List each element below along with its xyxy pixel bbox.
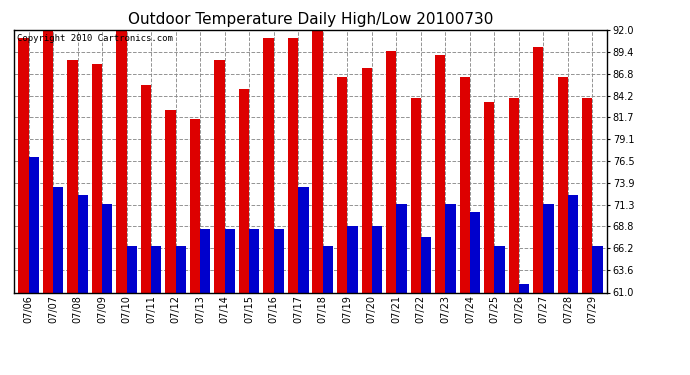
Bar xyxy=(288,39,298,292)
Text: Copyright 2010 Cartronics.com: Copyright 2010 Cartronics.com xyxy=(17,34,172,43)
Bar xyxy=(593,246,603,292)
Bar xyxy=(470,212,480,292)
Bar xyxy=(200,229,210,292)
Bar xyxy=(362,68,372,292)
Bar xyxy=(484,102,495,292)
Bar xyxy=(239,89,249,292)
Bar xyxy=(102,204,112,292)
Bar xyxy=(313,26,323,293)
Bar xyxy=(225,229,235,292)
Bar xyxy=(421,237,431,292)
Bar xyxy=(151,246,161,292)
Bar xyxy=(435,56,445,292)
Bar xyxy=(92,64,102,292)
Title: Outdoor Temperature Daily High/Low 20100730: Outdoor Temperature Daily High/Low 20100… xyxy=(128,12,493,27)
Bar xyxy=(372,226,382,292)
Bar xyxy=(445,204,455,292)
Bar xyxy=(533,47,544,292)
Bar xyxy=(386,51,396,292)
Bar xyxy=(190,119,200,292)
Bar xyxy=(264,39,274,292)
Bar xyxy=(77,195,88,292)
Bar xyxy=(43,30,53,292)
Bar xyxy=(347,226,357,292)
Bar xyxy=(166,111,176,292)
Bar xyxy=(249,229,259,292)
Bar xyxy=(298,187,308,292)
Bar xyxy=(568,195,578,292)
Bar xyxy=(582,98,593,292)
Bar xyxy=(495,246,504,292)
Bar xyxy=(544,204,554,292)
Bar xyxy=(396,204,406,292)
Bar xyxy=(460,76,470,292)
Bar xyxy=(509,98,519,292)
Bar xyxy=(519,284,529,292)
Bar xyxy=(117,30,126,292)
Bar xyxy=(215,60,225,292)
Bar xyxy=(337,76,347,292)
Bar xyxy=(411,98,421,292)
Bar xyxy=(126,246,137,292)
Bar xyxy=(176,246,186,292)
Bar xyxy=(28,157,39,292)
Bar xyxy=(18,39,28,292)
Bar xyxy=(274,229,284,292)
Bar xyxy=(141,85,151,292)
Bar xyxy=(323,246,333,292)
Bar xyxy=(67,60,77,292)
Bar xyxy=(53,187,63,292)
Bar xyxy=(558,76,568,292)
